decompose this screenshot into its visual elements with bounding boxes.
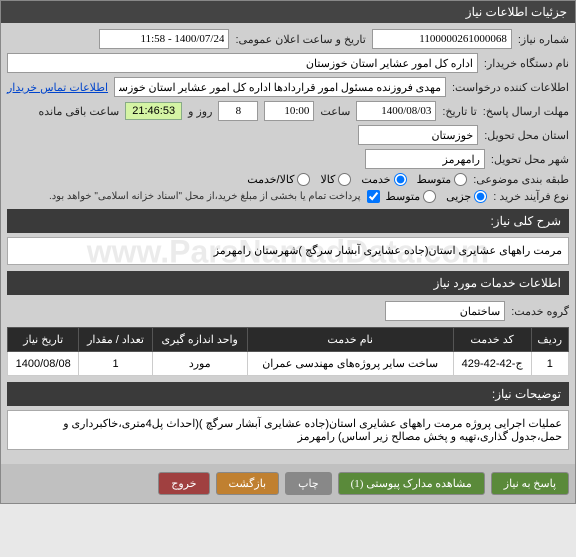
announce-datetime-field bbox=[99, 29, 229, 49]
payment-note: پرداخت تمام یا بخشی از مبلغ خرید،از محل … bbox=[49, 191, 361, 202]
remaining-label: ساعت باقی مانده bbox=[39, 105, 120, 118]
announce-datetime-label: تاریخ و ساعت اعلان عمومی: bbox=[235, 33, 365, 46]
window-title: جزئیات اطلاعات نیاز bbox=[466, 5, 567, 19]
city-label: شهر محل تحویل: bbox=[491, 153, 569, 166]
province-field bbox=[358, 125, 478, 145]
city-field bbox=[365, 149, 485, 169]
days-label: روز و bbox=[188, 105, 212, 118]
contact-link[interactable]: اطلاعات تماس خریدار bbox=[7, 81, 108, 94]
days-field bbox=[218, 101, 258, 121]
th-date: تاریخ نیاز bbox=[8, 328, 79, 352]
th-row: ردیف bbox=[531, 328, 568, 352]
main-window: جزئیات اطلاعات نیاز شماره نیاز: تاریخ و … bbox=[0, 0, 576, 504]
respond-button[interactable]: پاسخ به نیاز bbox=[491, 472, 569, 495]
deadline-time-field bbox=[264, 101, 314, 121]
requester-label: اطلاعات کننده درخواست: bbox=[452, 81, 569, 94]
td-unit: مورد bbox=[152, 352, 247, 376]
table-row: 1 ج-42-42-429 ساخت سایر پروژه‌های مهندسی… bbox=[8, 352, 569, 376]
service-group-label: گروه خدمت: bbox=[511, 305, 569, 318]
attachments-button[interactable]: مشاهده مدارک پیوستی (1) bbox=[338, 472, 485, 495]
countdown-timer: 21:46:53 bbox=[125, 102, 182, 120]
cat-service-radio[interactable] bbox=[394, 173, 407, 186]
province-label: استان محل تحویل: bbox=[484, 129, 569, 142]
deadline-label: مهلت ارسال پاسخ: bbox=[483, 105, 569, 118]
need-desc-header: توضیحات نیاز: bbox=[7, 382, 569, 406]
td-row: 1 bbox=[531, 352, 568, 376]
exit-button[interactable]: خروج bbox=[158, 472, 209, 495]
until-label: تا تاریخ: bbox=[442, 105, 476, 118]
need-desc-box: عملیات اجرایی پروژه مرمت راههای عشایری ا… bbox=[7, 410, 569, 450]
td-name: ساخت سایر پروژه‌های مهندسی عمران bbox=[247, 352, 453, 376]
pt-partial-radio[interactable] bbox=[474, 190, 487, 203]
cat-medium-radio[interactable] bbox=[454, 173, 467, 186]
window-titlebar: جزئیات اطلاعات نیاز bbox=[1, 1, 575, 23]
time-label: ساعت bbox=[320, 105, 350, 118]
purchase-type-radio-group: جزیی متوسط bbox=[386, 190, 488, 203]
td-code: ج-42-42-429 bbox=[453, 352, 531, 376]
th-name: نام خدمت bbox=[247, 328, 453, 352]
requester-field bbox=[114, 77, 446, 97]
th-unit: واحد اندازه گیری bbox=[152, 328, 247, 352]
deadline-date-field bbox=[356, 101, 436, 121]
buyer-org-label: نام دستگاه خریدار: bbox=[484, 57, 569, 70]
th-code: کد خدمت bbox=[453, 328, 531, 352]
cat-medium-option[interactable]: متوسط bbox=[417, 173, 468, 186]
cat-goods-service-radio[interactable] bbox=[297, 173, 310, 186]
need-number-label: شماره نیاز: bbox=[518, 33, 569, 46]
pt-medium-radio[interactable] bbox=[423, 190, 436, 203]
general-desc-header: شرح کلی نیاز: bbox=[7, 209, 569, 233]
cat-goods-option[interactable]: کالا bbox=[320, 173, 351, 186]
services-header: اطلاعات خدمات مورد نیاز bbox=[7, 271, 569, 295]
services-table: ردیف کد خدمت نام خدمت واحد اندازه گیری ت… bbox=[7, 327, 569, 376]
td-date: 1400/08/08 bbox=[8, 352, 79, 376]
general-desc-box: مرمت راههای عشایری استان(جاده عشایری آبش… bbox=[7, 237, 569, 265]
pt-medium-option[interactable]: متوسط bbox=[386, 190, 437, 203]
purchase-type-label: نوع فرآیند خرید : bbox=[493, 190, 569, 203]
content-area: شماره نیاز: تاریخ و ساعت اعلان عمومی: نا… bbox=[1, 23, 575, 456]
table-header-row: ردیف کد خدمت نام خدمت واحد اندازه گیری ت… bbox=[8, 328, 569, 352]
category-label: طبقه بندی موضوعی: bbox=[473, 173, 569, 186]
pt-partial-option[interactable]: جزیی bbox=[446, 190, 487, 203]
td-qty: 1 bbox=[79, 352, 152, 376]
print-button[interactable]: چاپ bbox=[285, 472, 332, 495]
back-button[interactable]: بازگشت bbox=[216, 472, 280, 495]
service-group-field bbox=[385, 301, 505, 321]
cat-service-option[interactable]: خدمت bbox=[361, 173, 406, 186]
cat-goods-service-option[interactable]: کالا/خدمت bbox=[247, 173, 310, 186]
button-row: پاسخ به نیاز مشاهده مدارک پیوستی (1) چاپ… bbox=[1, 464, 575, 503]
payment-note-checkbox[interactable] bbox=[367, 190, 380, 203]
category-radio-group: متوسط خدمت کالا کالا/خدمت bbox=[247, 173, 467, 186]
cat-goods-radio[interactable] bbox=[338, 173, 351, 186]
need-number-field bbox=[372, 29, 512, 49]
th-qty: تعداد / مقدار bbox=[79, 328, 152, 352]
buyer-org-field bbox=[7, 53, 478, 73]
